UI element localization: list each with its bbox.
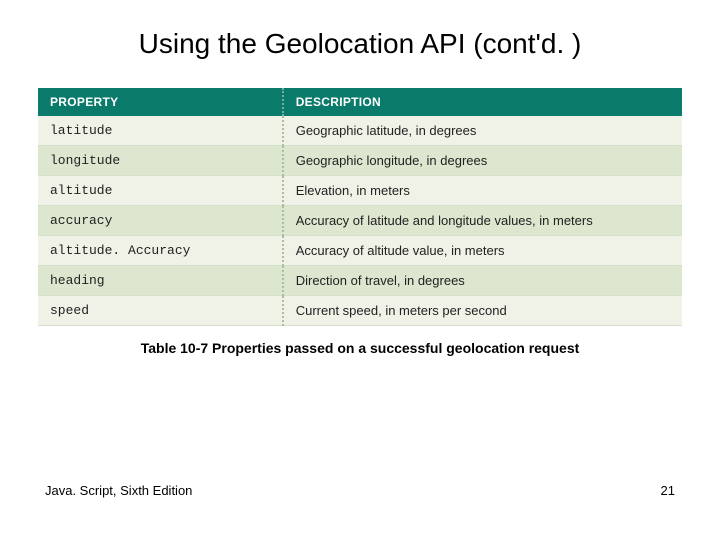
cell-description: Current speed, in meters per second	[283, 296, 682, 326]
header-description: DESCRIPTION	[283, 88, 682, 116]
cell-description: Geographic longitude, in degrees	[283, 146, 682, 176]
page-title: Using the Geolocation API (cont'd. )	[0, 0, 720, 88]
cell-description: Direction of travel, in degrees	[283, 266, 682, 296]
footer-left: Java. Script, Sixth Edition	[45, 483, 192, 498]
table-caption: Table 10-7 Properties passed on a succes…	[38, 340, 682, 356]
table-row: altitude Elevation, in meters	[38, 176, 682, 206]
cell-property: heading	[38, 266, 283, 296]
cell-property: longitude	[38, 146, 283, 176]
table-row: longitude Geographic longitude, in degre…	[38, 146, 682, 176]
cell-property: accuracy	[38, 206, 283, 236]
cell-description: Accuracy of altitude value, in meters	[283, 236, 682, 266]
cell-property: speed	[38, 296, 283, 326]
table-container: PROPERTY DESCRIPTION latitude Geographic…	[38, 88, 682, 356]
footer-page-number: 21	[661, 483, 675, 498]
footer: Java. Script, Sixth Edition 21	[45, 483, 675, 498]
cell-description: Accuracy of latitude and longitude value…	[283, 206, 682, 236]
cell-property: altitude. Accuracy	[38, 236, 283, 266]
cell-property: altitude	[38, 176, 283, 206]
cell-description: Geographic latitude, in degrees	[283, 116, 682, 146]
table-row: speed Current speed, in meters per secon…	[38, 296, 682, 326]
table-row: altitude. Accuracy Accuracy of altitude …	[38, 236, 682, 266]
properties-table: PROPERTY DESCRIPTION latitude Geographic…	[38, 88, 682, 326]
table-row: accuracy Accuracy of latitude and longit…	[38, 206, 682, 236]
cell-description: Elevation, in meters	[283, 176, 682, 206]
table-header-row: PROPERTY DESCRIPTION	[38, 88, 682, 116]
table-row: latitude Geographic latitude, in degrees	[38, 116, 682, 146]
header-property: PROPERTY	[38, 88, 283, 116]
table-row: heading Direction of travel, in degrees	[38, 266, 682, 296]
cell-property: latitude	[38, 116, 283, 146]
